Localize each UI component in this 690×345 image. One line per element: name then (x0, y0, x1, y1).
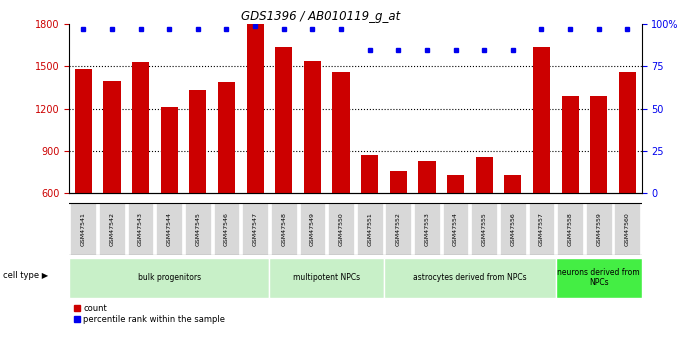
FancyBboxPatch shape (386, 203, 411, 255)
Bar (390, 171, 407, 278)
Text: GSM47541: GSM47541 (81, 212, 86, 246)
Text: GSM47550: GSM47550 (339, 212, 344, 246)
FancyBboxPatch shape (529, 203, 554, 255)
FancyBboxPatch shape (471, 203, 497, 255)
Text: GSM47560: GSM47560 (625, 212, 630, 246)
Bar (333, 72, 350, 278)
FancyBboxPatch shape (328, 203, 354, 255)
Text: GSM47551: GSM47551 (367, 212, 372, 246)
Bar (361, 155, 378, 278)
Legend: count, percentile rank within the sample: count, percentile rank within the sample (73, 304, 225, 324)
Bar (447, 175, 464, 278)
FancyBboxPatch shape (185, 203, 210, 255)
FancyBboxPatch shape (128, 203, 153, 255)
Text: GSM47556: GSM47556 (511, 212, 515, 246)
Bar (246, 24, 264, 278)
FancyBboxPatch shape (99, 203, 125, 255)
Bar (275, 47, 293, 278)
FancyBboxPatch shape (500, 203, 526, 255)
FancyBboxPatch shape (214, 203, 239, 255)
Text: GDS1396 / AB010119_g_at: GDS1396 / AB010119_g_at (241, 10, 401, 23)
Text: cell type ▶: cell type ▶ (3, 272, 49, 280)
Bar (189, 90, 206, 278)
FancyBboxPatch shape (242, 203, 268, 255)
Bar (132, 62, 149, 278)
Bar (418, 161, 435, 278)
Bar (619, 72, 636, 278)
Bar (218, 82, 235, 278)
Text: GSM47545: GSM47545 (195, 212, 200, 246)
Text: GSM47553: GSM47553 (424, 212, 429, 246)
Text: GSM47558: GSM47558 (568, 212, 573, 246)
Text: GSM47554: GSM47554 (453, 212, 458, 246)
Bar (504, 175, 522, 278)
Bar (304, 61, 321, 278)
FancyBboxPatch shape (615, 203, 640, 255)
FancyBboxPatch shape (357, 203, 382, 255)
Text: GSM47555: GSM47555 (482, 212, 486, 246)
Text: GSM47559: GSM47559 (596, 212, 601, 246)
Text: GSM47542: GSM47542 (110, 212, 115, 246)
Bar (104, 80, 121, 278)
FancyBboxPatch shape (556, 257, 642, 298)
Bar (75, 69, 92, 278)
Text: GSM47552: GSM47552 (396, 212, 401, 246)
FancyBboxPatch shape (270, 257, 384, 298)
FancyBboxPatch shape (443, 203, 469, 255)
Text: neurons derived from
NPCs: neurons derived from NPCs (558, 268, 640, 287)
FancyBboxPatch shape (69, 257, 270, 298)
Text: GSM47546: GSM47546 (224, 212, 229, 246)
FancyBboxPatch shape (299, 203, 325, 255)
FancyBboxPatch shape (558, 203, 583, 255)
Text: GSM47549: GSM47549 (310, 212, 315, 246)
Text: multipotent NPCs: multipotent NPCs (293, 273, 360, 282)
Text: GSM47544: GSM47544 (167, 212, 172, 246)
Text: GSM47547: GSM47547 (253, 212, 257, 246)
Bar (533, 47, 550, 278)
Text: bulk progenitors: bulk progenitors (138, 273, 201, 282)
FancyBboxPatch shape (157, 203, 182, 255)
Bar (562, 96, 579, 278)
Bar (161, 107, 178, 278)
Bar (475, 157, 493, 278)
Text: GSM47557: GSM47557 (539, 212, 544, 246)
FancyBboxPatch shape (414, 203, 440, 255)
Text: GSM47548: GSM47548 (282, 212, 286, 246)
FancyBboxPatch shape (271, 203, 297, 255)
FancyBboxPatch shape (70, 203, 96, 255)
Text: astrocytes derived from NPCs: astrocytes derived from NPCs (413, 273, 526, 282)
FancyBboxPatch shape (384, 257, 556, 298)
Bar (590, 96, 607, 278)
FancyBboxPatch shape (586, 203, 611, 255)
Text: GSM47543: GSM47543 (138, 212, 143, 246)
